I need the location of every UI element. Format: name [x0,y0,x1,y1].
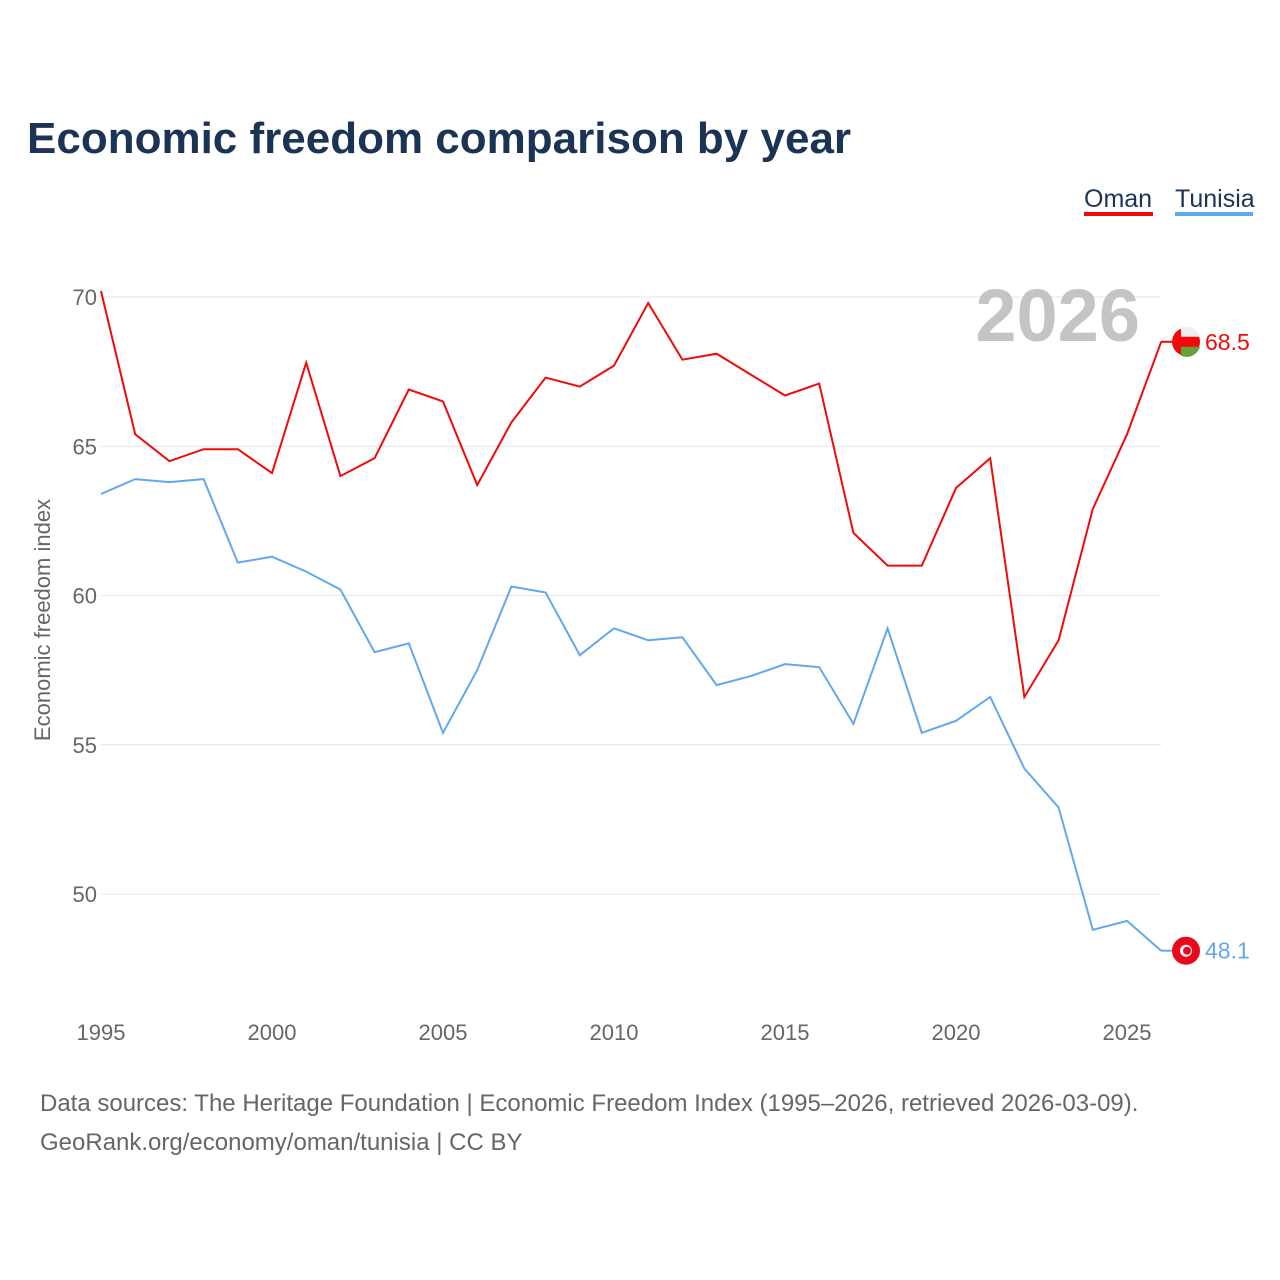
oman-flag-icon [1172,326,1200,357]
legend-item-tunisia[interactable]: Tunisia [1175,185,1255,216]
y-tick-label: 60 [73,584,97,609]
end-value-label: 68.5 [1205,329,1250,355]
legend-swatch [1084,212,1153,216]
x-tick-label: 2005 [419,1020,468,1045]
legend-swatch [1175,212,1253,216]
x-tick-label: 1995 [77,1020,126,1045]
y-tick-label: 55 [73,733,97,758]
tunisia-flag-icon [1172,936,1200,965]
y-axis-label: Economic freedom index [30,499,55,741]
y-tick-label: 65 [73,434,97,459]
footer-sources: Data sources: The Heritage Foundation | … [40,1090,1138,1117]
x-tick-label: 2025 [1103,1020,1152,1045]
series-line-oman [100,290,1163,700]
y-tick-label: 70 [73,285,97,310]
series-lines [100,290,1163,952]
x-tick-label: 2000 [248,1020,297,1045]
legend-item-oman[interactable]: Oman [1084,185,1153,216]
y-tick-label: 50 [73,882,97,907]
legend-label: Tunisia [1175,185,1255,213]
x-tick-label: 2015 [761,1020,810,1045]
legend[interactable]: Oman Tunisia [1084,185,1255,216]
legend-label: Oman [1084,185,1152,213]
x-tick-label: 2020 [932,1020,981,1045]
end-value-label: 48.1 [1205,938,1250,964]
x-tick-label: 2010 [590,1020,639,1045]
footer-link[interactable]: GeoRank.org/economy/oman/tunisia | CC BY [40,1129,522,1156]
chart-title: Economic freedom comparison by year [27,114,851,163]
grid: 50 55 60 65 70 1995 2000 2005 2010 2015 2020 2025 [73,285,1161,1045]
year-watermark: 2026 [975,274,1140,357]
end-markers: 68.5 48.1 [1161,326,1250,965]
series-line-tunisia [100,478,1162,952]
